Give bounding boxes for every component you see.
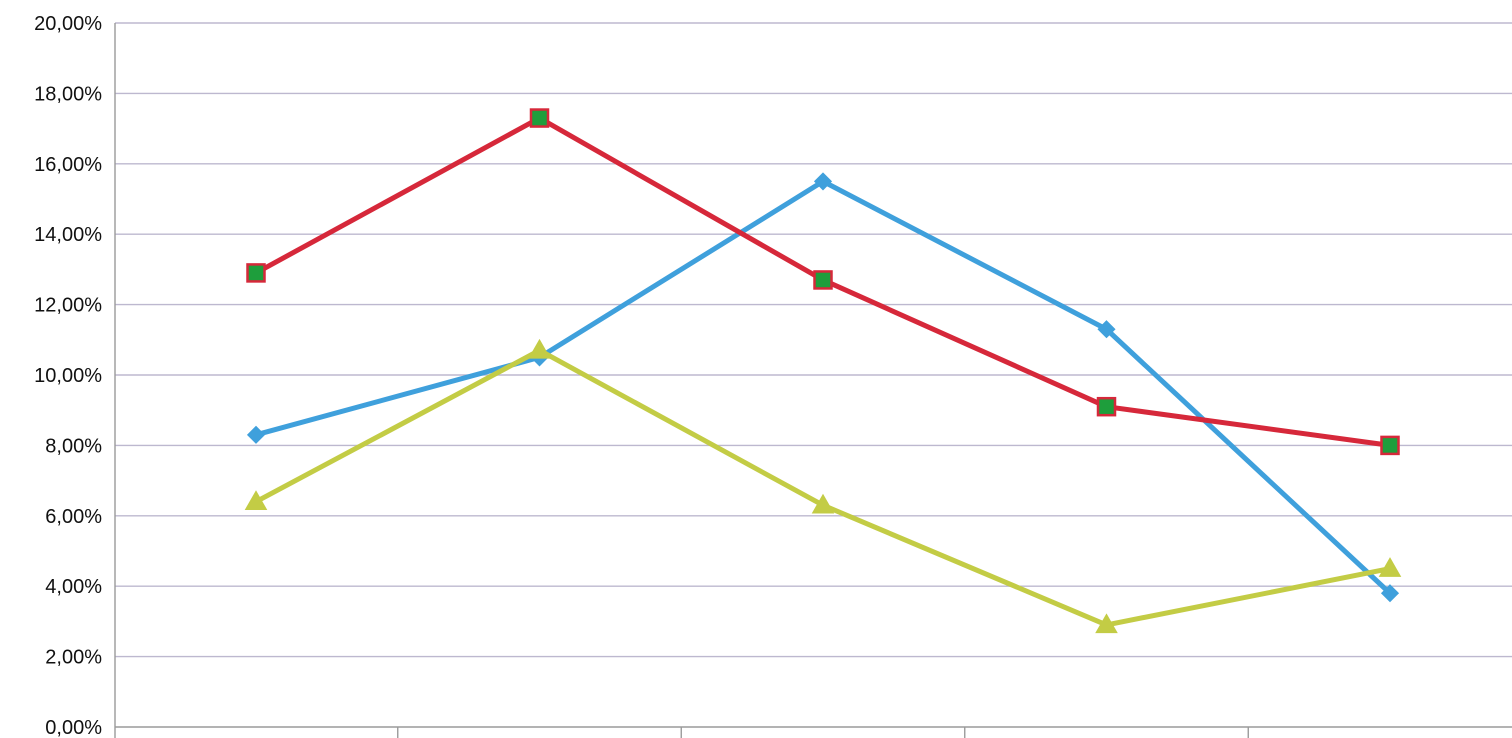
y-tick-label: 2,00% <box>45 647 102 669</box>
axes <box>114 23 1512 738</box>
series-1-point <box>246 425 266 444</box>
y-tick-label: 18,00% <box>34 83 102 105</box>
series-2-point <box>813 270 833 290</box>
series-3-point <box>1378 557 1402 577</box>
y-tick-label: 14,00% <box>34 224 102 246</box>
y-tick-label: 8,00% <box>45 435 102 457</box>
y-tick-label: 10,00% <box>34 365 102 387</box>
y-tick-label: 12,00% <box>34 295 102 317</box>
series-3-point <box>1095 613 1118 634</box>
gridlines <box>115 22 1512 658</box>
series-1-point <box>1097 320 1116 339</box>
y-tick-label: 20,00% <box>34 13 102 35</box>
y-tick-label: 6,00% <box>45 506 102 528</box>
series-2-point <box>1380 435 1400 456</box>
y-tick-label: 4,00% <box>45 576 102 598</box>
series-1-line <box>253 178 1393 596</box>
series-1-point <box>813 172 833 191</box>
series-3-line <box>253 347 1393 628</box>
series <box>244 108 1402 634</box>
y-tick-label: 16,00% <box>34 154 102 176</box>
series-3-point <box>244 490 268 510</box>
series-2-point <box>529 108 550 128</box>
y-tick-labels: 0,00% 2,00% 4,00% 6,00% 8,00% 10,00% 12,00% 14,… <box>34 13 102 738</box>
series-1-point <box>1380 584 1400 603</box>
series-2-point <box>1096 396 1117 417</box>
y-tick-label: 0,00% <box>45 717 102 738</box>
series-3-point <box>811 493 835 514</box>
series-3-point <box>528 338 551 359</box>
series-2-point <box>246 263 266 283</box>
